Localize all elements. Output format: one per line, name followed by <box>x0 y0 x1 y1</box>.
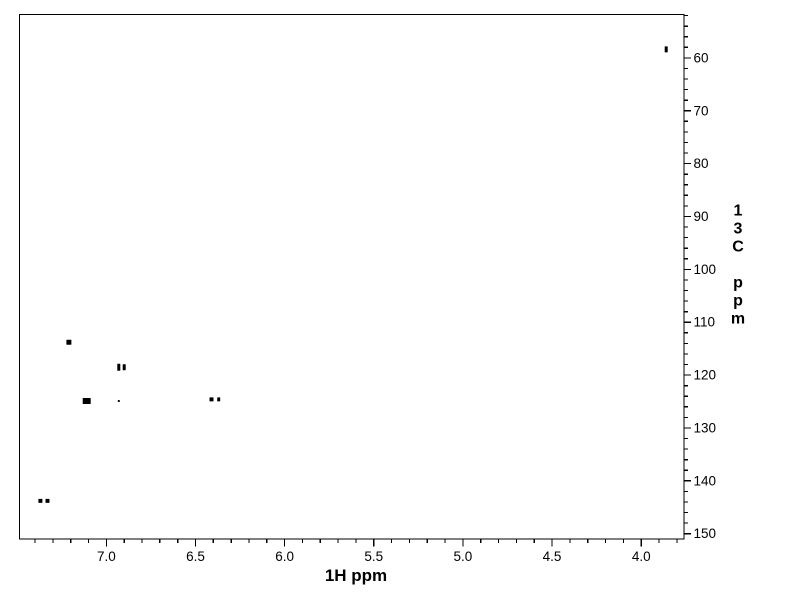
cross-peak <box>217 397 221 402</box>
x-tick-label: 4.5 <box>543 549 562 564</box>
y-tick-label: 140 <box>694 473 717 488</box>
x-tick-label: 6.0 <box>275 549 294 564</box>
x-tick-label: 4.0 <box>632 549 651 564</box>
cross-peak <box>664 46 668 53</box>
y-tick-label: 110 <box>694 315 716 330</box>
y-axis-title-char: 1 <box>734 203 743 220</box>
x-axis-ticks: 7.0 6.5 6.0 5.5 5.0 4.5 4.0 <box>34 539 678 564</box>
x-tick-label: 6.5 <box>186 549 205 564</box>
cross-peak <box>66 339 72 345</box>
y-tick-label: 150 <box>694 526 717 541</box>
x-axis-title: 1H ppm <box>325 566 387 585</box>
cross-peak <box>122 364 126 371</box>
y-tick-label: 60 <box>694 50 709 65</box>
y-axis-title-char: p <box>733 293 743 310</box>
y-tick-label: 100 <box>694 262 717 277</box>
cross-peak <box>45 498 50 503</box>
y-axis-title-char: m <box>731 311 745 328</box>
cross-peak <box>117 400 120 402</box>
y-tick-label: 90 <box>694 209 709 224</box>
y-axis-title-char: 3 <box>734 221 743 238</box>
cross-peak <box>82 398 91 404</box>
y-axis-title-char: C <box>732 239 744 256</box>
cross-peaks <box>38 46 668 503</box>
y-tick-label: 80 <box>694 156 709 171</box>
plot-border <box>18 13 685 540</box>
x-tick-label: 7.0 <box>97 549 116 564</box>
cross-peak <box>209 397 214 402</box>
y-tick-label: 120 <box>694 368 717 383</box>
cross-peak <box>38 498 43 503</box>
y-axis-title-char: p <box>733 275 743 292</box>
y-tick-label: 130 <box>694 420 717 435</box>
x-tick-label: 5.0 <box>454 549 473 564</box>
x-tick-label: 5.5 <box>364 549 383 564</box>
cross-peak <box>117 363 121 371</box>
y-tick-label: 70 <box>694 103 709 118</box>
y-axis-ticks: 60 70 80 90 100 110 120 130 140 150 <box>684 14 717 541</box>
